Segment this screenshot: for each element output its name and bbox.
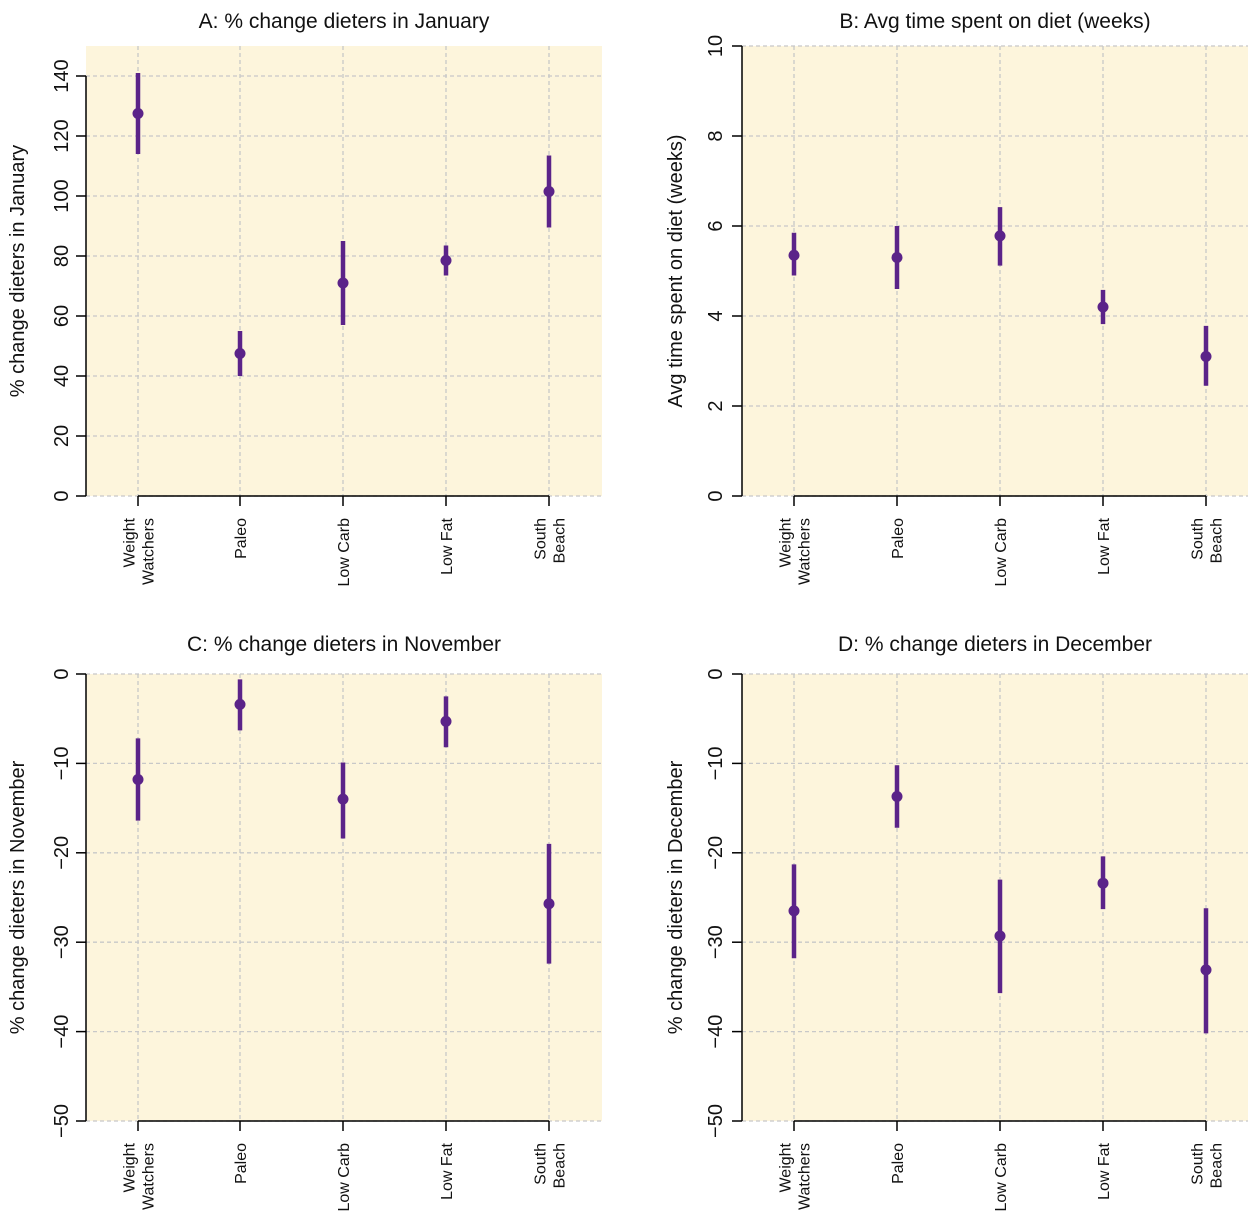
point-weight-watchers: [132, 108, 144, 119]
y-tick-label: 0: [51, 490, 73, 501]
point-south-beach: [543, 898, 555, 910]
point-low-fat: [1097, 877, 1109, 889]
point-paleo: [234, 698, 246, 710]
point-low-carb: [994, 930, 1006, 942]
point-low-carb: [994, 230, 1006, 242]
y-tick-label: 4: [705, 310, 727, 321]
panel-title: C: % change dieters in November: [187, 633, 501, 656]
x-tick-label-south-beach: South: [1190, 518, 1207, 560]
x-tick-label-low-fat: Low Fat: [1096, 1142, 1113, 1199]
x-tick-label-weight-watchers: Watchers: [141, 1143, 158, 1210]
x-tick-label-low-carb: Low Carb: [993, 518, 1010, 587]
x-tick-label-south-beach: South: [1190, 1143, 1207, 1185]
y-tick-label: 8: [705, 130, 727, 141]
x-tick-label-south-beach: Beach: [552, 518, 569, 563]
x-tick-label-weight-watchers: Weight: [778, 1142, 795, 1192]
y-tick-label: −30: [51, 925, 73, 959]
x-tick-label-weight-watchers: Weight: [778, 517, 795, 567]
x-tick-label-paleo: Paleo: [233, 518, 250, 559]
x-tick-label-south-beach: South: [533, 1143, 550, 1185]
y-tick-label: 120: [51, 119, 73, 152]
panel-c: C: % change dieters in November −50 −40 −30…: [7, 633, 602, 1211]
y-axis-title: Avg time spent on diet (weeks): [665, 134, 687, 407]
y-tick-label: −40: [705, 1015, 727, 1049]
panel-a: A: % change dieters in January 0 20 40 60 80 1…: [7, 10, 602, 586]
y-tick-label: 140: [51, 59, 73, 92]
point-south-beach: [1200, 964, 1212, 976]
panel-title: B: Avg time spent on diet (weeks): [839, 10, 1150, 33]
y-tick-label: 0: [705, 490, 727, 501]
x-tick-label-low-fat: Low Fat: [439, 517, 456, 574]
y-tick-label: 6: [705, 220, 727, 231]
y-axis-title: % change dieters in December: [665, 760, 687, 1034]
panel-b: B: Avg time spent on diet (weeks) 0 2 4 6 8 10…: [665, 10, 1248, 586]
y-tick-label: −40: [51, 1015, 73, 1049]
point-south-beach: [543, 186, 555, 197]
x-tick-label-paleo: Paleo: [890, 1143, 907, 1184]
point-low-fat: [1097, 301, 1109, 313]
y-tick-label: 0: [51, 668, 73, 679]
x-tick-label-weight-watchers: Weight: [122, 517, 139, 567]
point-low-fat: [440, 255, 452, 266]
x-tick-label-south-beach: Beach: [1209, 518, 1226, 563]
y-tick-label: −10: [705, 746, 727, 780]
y-tick-label: 0: [705, 668, 727, 679]
x-tick-label-weight-watchers: Watchers: [141, 518, 158, 585]
x-tick-label-south-beach: Beach: [1209, 1143, 1226, 1188]
x-tick-label-weight-watchers: Watchers: [797, 1143, 814, 1210]
y-tick-label: −10: [51, 746, 73, 780]
point-south-beach: [1200, 351, 1212, 362]
y-tick-label: 10: [705, 35, 727, 57]
point-paleo: [891, 790, 903, 802]
y-tick-label: 40: [51, 365, 73, 387]
point-paleo: [234, 348, 246, 359]
x-tick-label-south-beach: South: [533, 518, 550, 560]
x-tick-label-low-fat: Low Fat: [1096, 517, 1113, 574]
panel-d: D: % change dieters in December −50 −40 −30…: [665, 633, 1248, 1211]
x-tick-label-weight-watchers: Watchers: [797, 518, 814, 585]
x-tick-label-low-fat: Low Fat: [439, 1142, 456, 1199]
x-tick-label-weight-watchers: Weight: [122, 1142, 139, 1192]
y-tick-label: −50: [705, 1104, 727, 1138]
y-tick-label: −20: [51, 836, 73, 870]
point-weight-watchers: [788, 249, 800, 261]
y-tick-label: 2: [705, 400, 727, 411]
x-tick-label-low-carb: Low Carb: [993, 1143, 1010, 1212]
panel-title: A: % change dieters in January: [199, 10, 490, 33]
point-paleo: [891, 252, 903, 263]
x-tick-label-low-carb: Low Carb: [336, 518, 353, 587]
y-tick-label: 80: [51, 245, 73, 267]
x-tick-label-low-carb: Low Carb: [336, 1143, 353, 1212]
plot-area: [742, 674, 1248, 1121]
x-tick-label-paleo: Paleo: [233, 1143, 250, 1184]
point-low-carb: [337, 277, 349, 289]
y-axis-title: % change dieters in November: [7, 760, 29, 1034]
y-tick-label: 100: [51, 179, 73, 212]
y-tick-label: −30: [705, 925, 727, 959]
y-tick-label: 20: [51, 425, 73, 447]
plot-area: [86, 674, 602, 1121]
panel-title: D: % change dieters in December: [838, 633, 1152, 656]
point-weight-watchers: [788, 905, 800, 917]
plot-area: [742, 46, 1248, 496]
y-tick-label: 60: [51, 305, 73, 327]
x-tick-label-paleo: Paleo: [890, 518, 907, 559]
y-axis-title: % change dieters in January: [7, 145, 29, 397]
x-tick-label-south-beach: Beach: [552, 1143, 569, 1188]
point-low-fat: [440, 715, 452, 727]
y-tick-label: −50: [51, 1104, 73, 1138]
y-tick-label: −20: [705, 836, 727, 870]
point-low-carb: [337, 793, 349, 805]
point-weight-watchers: [132, 773, 144, 785]
